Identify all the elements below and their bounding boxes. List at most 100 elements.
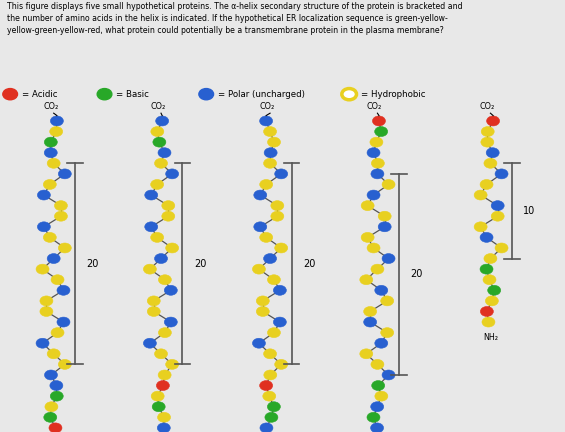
Circle shape	[342, 89, 357, 100]
Circle shape	[54, 200, 67, 211]
Circle shape	[491, 200, 504, 211]
Circle shape	[371, 402, 384, 412]
Text: CO₂: CO₂	[260, 102, 275, 111]
Circle shape	[254, 190, 267, 200]
Circle shape	[47, 158, 60, 168]
Circle shape	[273, 286, 286, 295]
Circle shape	[158, 370, 171, 380]
Circle shape	[40, 296, 53, 306]
Circle shape	[260, 381, 273, 391]
Circle shape	[47, 254, 60, 264]
Circle shape	[484, 158, 497, 168]
Circle shape	[51, 328, 64, 338]
Text: 20: 20	[86, 259, 99, 269]
Circle shape	[382, 370, 395, 380]
Circle shape	[484, 254, 497, 264]
Circle shape	[144, 338, 157, 348]
Circle shape	[45, 370, 58, 380]
Circle shape	[253, 264, 266, 274]
Circle shape	[271, 200, 284, 211]
Circle shape	[263, 127, 276, 137]
Circle shape	[164, 286, 177, 295]
Circle shape	[257, 307, 270, 316]
Circle shape	[273, 317, 286, 327]
Circle shape	[151, 180, 164, 190]
Circle shape	[58, 359, 71, 369]
Circle shape	[367, 413, 380, 422]
Circle shape	[480, 232, 493, 242]
Text: = Hydrophobic: = Hydrophobic	[361, 90, 425, 98]
Circle shape	[267, 328, 280, 338]
Circle shape	[166, 359, 179, 369]
Circle shape	[50, 381, 63, 391]
Circle shape	[51, 275, 64, 285]
Circle shape	[371, 264, 384, 274]
Circle shape	[480, 307, 493, 316]
Circle shape	[265, 413, 278, 422]
Circle shape	[378, 222, 391, 232]
Circle shape	[263, 158, 277, 168]
Circle shape	[360, 349, 373, 359]
Circle shape	[361, 200, 374, 211]
Circle shape	[145, 190, 158, 200]
Circle shape	[260, 116, 273, 126]
Circle shape	[158, 275, 171, 285]
Circle shape	[166, 169, 179, 179]
Circle shape	[151, 127, 164, 137]
Circle shape	[199, 89, 214, 100]
Circle shape	[474, 190, 487, 200]
Circle shape	[367, 148, 380, 158]
Circle shape	[57, 286, 70, 295]
Text: 20: 20	[194, 259, 206, 269]
Circle shape	[257, 296, 270, 306]
Circle shape	[372, 381, 385, 391]
Circle shape	[47, 349, 60, 359]
Circle shape	[157, 423, 170, 432]
Circle shape	[367, 243, 380, 253]
Circle shape	[486, 148, 499, 158]
Circle shape	[483, 275, 496, 285]
Circle shape	[164, 317, 177, 327]
Circle shape	[162, 211, 175, 221]
Circle shape	[147, 296, 160, 306]
Circle shape	[263, 254, 277, 264]
Circle shape	[381, 328, 394, 338]
Circle shape	[275, 359, 288, 369]
Circle shape	[37, 190, 50, 200]
Circle shape	[275, 169, 288, 179]
Circle shape	[480, 264, 493, 274]
Circle shape	[364, 317, 377, 327]
Circle shape	[371, 423, 384, 432]
Circle shape	[253, 338, 266, 348]
Circle shape	[495, 243, 508, 253]
Circle shape	[36, 264, 49, 274]
Circle shape	[158, 328, 171, 338]
Circle shape	[3, 89, 18, 100]
Circle shape	[45, 402, 58, 412]
Circle shape	[260, 180, 273, 190]
Circle shape	[54, 211, 67, 221]
Circle shape	[486, 116, 499, 126]
Circle shape	[44, 137, 57, 147]
Circle shape	[154, 254, 167, 264]
Circle shape	[162, 200, 175, 211]
Circle shape	[58, 169, 71, 179]
Circle shape	[375, 286, 388, 295]
Circle shape	[97, 89, 112, 100]
Circle shape	[375, 127, 388, 137]
Circle shape	[57, 317, 70, 327]
Circle shape	[481, 137, 494, 147]
Circle shape	[375, 391, 388, 401]
Text: 10: 10	[523, 206, 536, 216]
Circle shape	[275, 243, 288, 253]
Circle shape	[44, 232, 57, 242]
Circle shape	[156, 116, 169, 126]
Circle shape	[50, 391, 63, 401]
Circle shape	[382, 254, 395, 264]
Circle shape	[264, 148, 277, 158]
Circle shape	[37, 222, 50, 232]
Circle shape	[267, 275, 280, 285]
Circle shape	[381, 296, 394, 306]
Circle shape	[382, 180, 395, 190]
Circle shape	[474, 222, 487, 232]
